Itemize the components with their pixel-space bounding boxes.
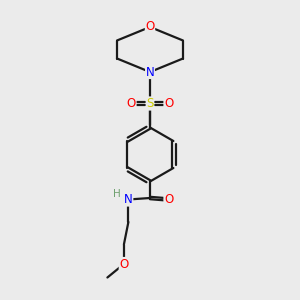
Text: O: O (164, 193, 173, 206)
Text: H: H (113, 189, 121, 199)
Text: N: N (146, 65, 154, 79)
Text: O: O (127, 97, 136, 110)
Text: O: O (146, 20, 154, 34)
Text: N: N (124, 193, 133, 206)
Text: O: O (164, 97, 173, 110)
Text: S: S (146, 97, 154, 110)
Text: O: O (119, 257, 128, 271)
